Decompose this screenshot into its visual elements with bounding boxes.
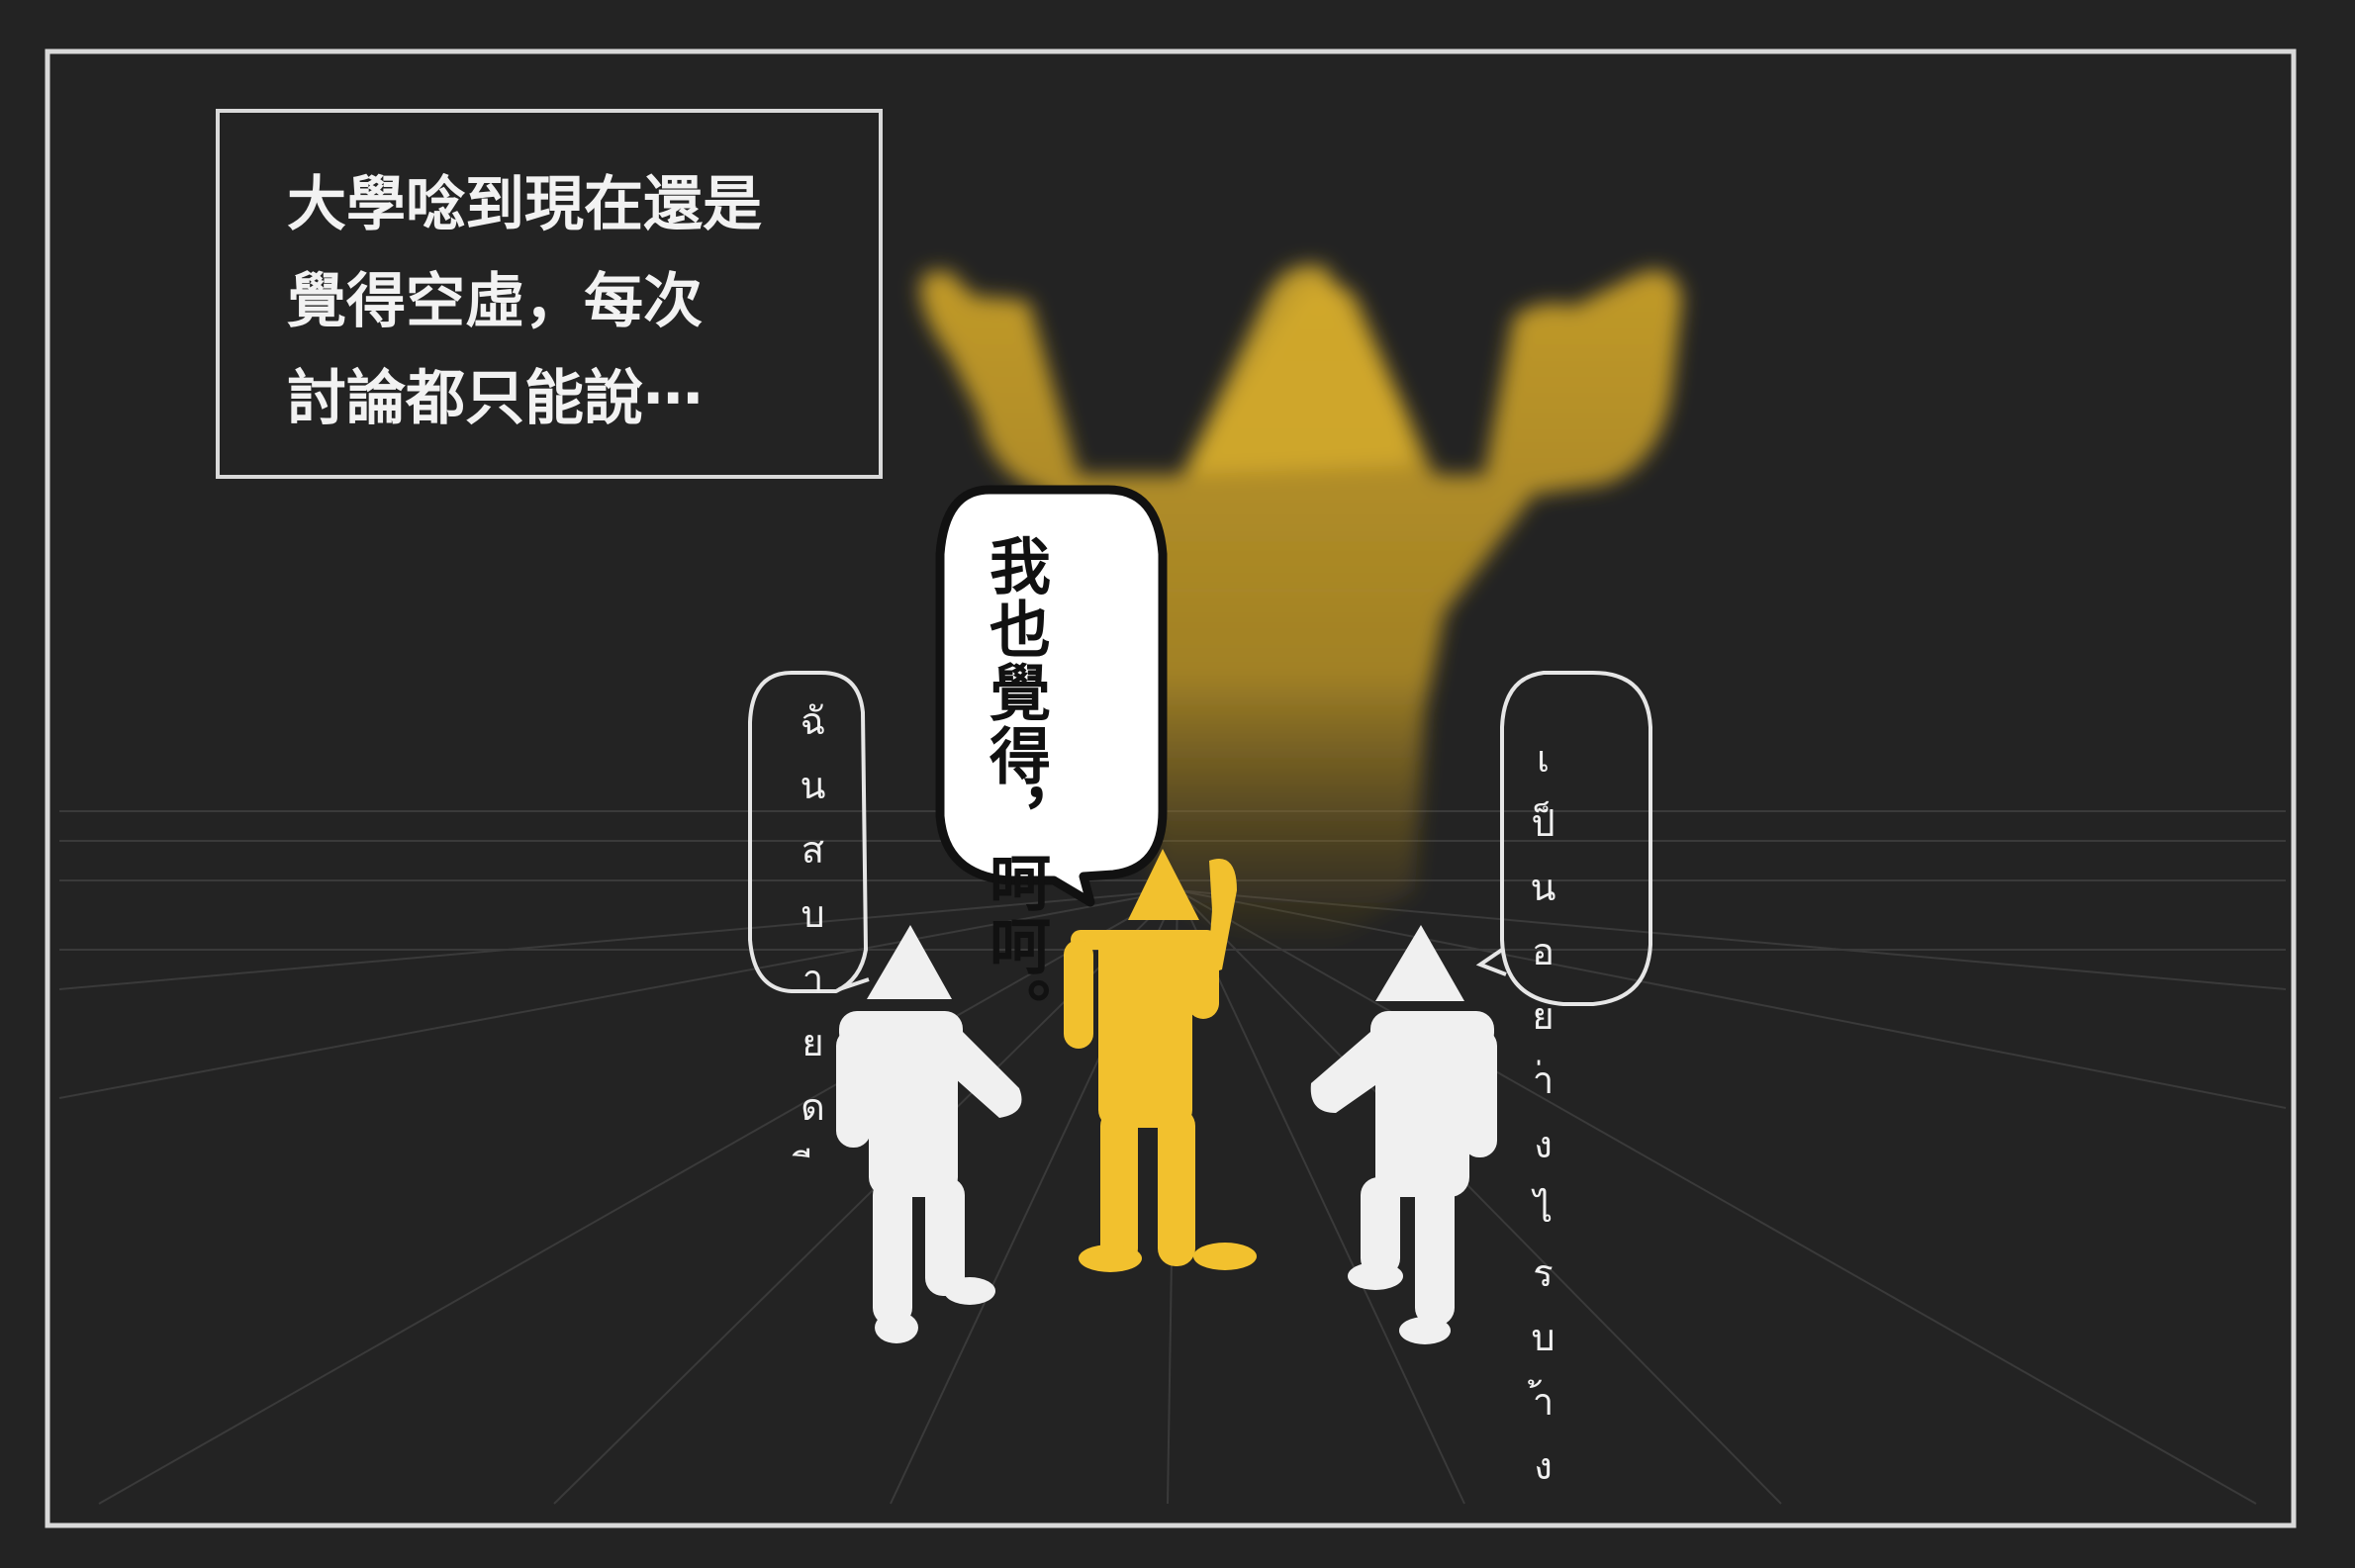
caption-line-1: 大學唸到現在還是	[287, 170, 762, 239]
caption-line-3: 討論都只能說⋯	[287, 364, 703, 433]
white-figure-right	[1310, 925, 1497, 1344]
speech-left-line-1: ฉันสบายดี	[791, 691, 834, 1141]
speech-left-text: ฉันสบายดี	[790, 691, 835, 1141]
speech-bubble-right	[1475, 671, 1652, 1006]
panel-frame	[45, 48, 2297, 1528]
speech-bubble-left	[748, 671, 870, 993]
speech-center-text: 我也覺得，呵呵。	[979, 534, 1051, 1041]
yellow-figure	[1064, 849, 1257, 1272]
speech-right-line-1: เป็นอย่างไรบ้าง	[1521, 728, 1564, 1500]
speech-center-line-2: 呵呵。	[979, 851, 1051, 1041]
speech-bubble-center	[935, 485, 1168, 907]
shadow-figure	[920, 265, 1682, 940]
speech-right-text: เป็นอย่างไรบ้าง	[1520, 728, 1565, 1500]
caption-line-2: 覺得空虛，每次	[287, 267, 703, 336]
caption-box: 大學唸到現在還是 覺得空虛，每次 討論都只能說⋯	[216, 109, 883, 479]
speech-center-line-1: 我也覺得，	[979, 534, 1051, 851]
white-figure-left	[836, 925, 1022, 1343]
